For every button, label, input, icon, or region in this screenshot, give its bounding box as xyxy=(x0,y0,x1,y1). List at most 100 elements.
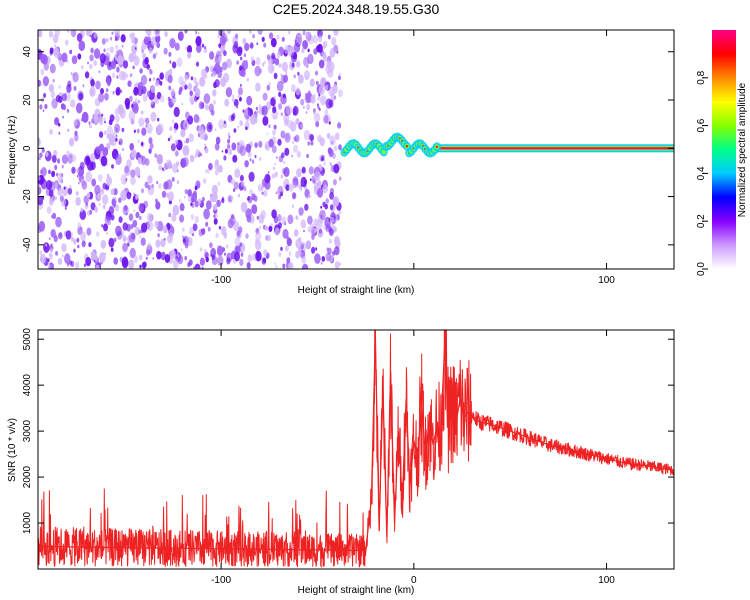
spectrogram-noise-blob xyxy=(281,216,287,225)
spectrogram-noise-blob xyxy=(329,135,336,146)
spectrogram-noise-blob xyxy=(161,167,164,171)
spectrogram-noise-blob xyxy=(140,74,148,86)
spectrogram-noise-blob xyxy=(284,44,290,54)
spectrogram-noise-blob xyxy=(152,257,155,260)
spectrogram-noise-blob xyxy=(294,39,297,44)
spectrogram-noise-blob xyxy=(233,128,237,133)
spectrogram-noise-blob xyxy=(77,166,85,177)
spectrogram-noise-blob xyxy=(176,161,180,167)
spectrogram-noise-blob xyxy=(106,162,109,166)
spectrogram-noise-blob xyxy=(42,76,50,87)
spectrogram-noise-blob xyxy=(272,106,277,114)
snr-y-label: SNR (10 * v/v) xyxy=(7,418,18,482)
spectrogram-noise-blob xyxy=(259,225,261,229)
spectrogram-noise-blob xyxy=(271,52,276,60)
spectrogram-noise-blob xyxy=(141,127,147,136)
spectrogram-noise-blob xyxy=(109,137,114,145)
spectrogram-noise-blob xyxy=(118,141,121,145)
spectrogram-noise-blob xyxy=(80,207,84,213)
spectrogram-noise-blob xyxy=(217,255,224,266)
spectrogram-noise-blob xyxy=(104,215,110,223)
spectrogram-noise-blob xyxy=(76,174,79,178)
spectrogram-noise-blob xyxy=(297,71,300,76)
spectrogram-noise-blob xyxy=(302,105,305,110)
spectrogram-noise-blob xyxy=(189,154,195,163)
spectrogram-noise-blob xyxy=(110,247,114,252)
spectrogram-noise-blob xyxy=(280,152,285,159)
spectrogram-noise-blob xyxy=(85,171,93,183)
spectrogram-noise-blob xyxy=(304,203,309,211)
spectrogram-noise-blob xyxy=(333,30,339,36)
spectrogram-noise-blob xyxy=(261,191,264,195)
spectrogram-noise-blob xyxy=(98,92,105,103)
spectrogram-noise-blob xyxy=(261,105,268,116)
spectrogram-noise-blob xyxy=(215,136,221,145)
spectrogram-noise-blob xyxy=(159,95,165,103)
spectrogram-noise-blob xyxy=(266,54,271,60)
spectrogram-noise-blob xyxy=(276,156,278,159)
spectrogram-noise-blob xyxy=(231,142,237,151)
spectrogram-noise-blob xyxy=(160,238,166,248)
spectrogram-noise-blob xyxy=(263,60,266,65)
spectrogram-noise-blob xyxy=(187,262,191,268)
spectrogram-noise-blob xyxy=(93,32,98,39)
spectrogram-noise-blob xyxy=(169,223,173,228)
spectrogram-noise-blob xyxy=(164,254,171,263)
spectrogram-noise-blob xyxy=(305,111,308,114)
spectrogram-noise-blob xyxy=(121,44,124,48)
spectrogram-noise-blob xyxy=(321,256,326,262)
spectrogram-noise-blob xyxy=(182,227,185,232)
spectrogram-noise-blob xyxy=(152,53,157,59)
spectrogram-noise-blob xyxy=(245,233,249,239)
spectrogram-noise-blob xyxy=(108,237,115,248)
spectrogram-noise-blob xyxy=(329,47,336,58)
spectrogram-noise-blob xyxy=(89,124,92,129)
spectrogram-noise-blob xyxy=(328,99,334,108)
spectrogram-noise-blob xyxy=(306,197,309,200)
spectrogram-noise-blob xyxy=(293,144,299,153)
signal-blob-peak xyxy=(405,145,409,148)
spectrogram-noise-blob xyxy=(61,52,68,63)
spectrogram-noise-blob xyxy=(223,50,227,57)
spectrogram-noise-blob xyxy=(190,76,194,81)
spectrogram-noise-blob xyxy=(215,79,220,87)
spectrogram-noise-blob xyxy=(122,242,128,253)
spectrogram-noise-blob xyxy=(283,167,290,177)
spectrogram-noise-blob xyxy=(198,125,204,135)
spectrogram-noise-blob xyxy=(278,63,282,68)
spectrogram-noise-blob xyxy=(334,95,337,100)
spectrogram-noise-blob xyxy=(227,132,230,136)
spectrogram-noise-blob xyxy=(185,137,190,144)
spectrogram-noise-blob xyxy=(120,89,123,93)
spectrogram-noise-blob xyxy=(179,198,182,203)
spectrogram-noise-blob xyxy=(212,89,217,97)
spectrogram-noise-blob xyxy=(300,75,304,81)
colorbar-tick-label: 0.6 xyxy=(696,118,707,132)
spectrogram-noise-blob xyxy=(235,33,239,39)
spectrogram-noise-blob xyxy=(295,250,300,259)
spectrogram-y-tick-label: 20 xyxy=(22,94,33,106)
spectrogram-noise-blob xyxy=(54,164,58,170)
spectrogram-noise-blob xyxy=(329,204,334,211)
spectrogram-noise-blob xyxy=(214,169,219,176)
spectrogram-noise-blob xyxy=(295,87,301,96)
spectrogram-noise-blob xyxy=(70,30,77,38)
spectrogram-noise-blob xyxy=(65,39,69,46)
spectrogram-noise-blob xyxy=(70,260,75,268)
spectrogram-noise-blob xyxy=(71,166,76,174)
spectrogram-noise-blob xyxy=(303,229,305,233)
spectrogram-noise-blob xyxy=(309,178,312,182)
spectrogram-noise-blob xyxy=(273,72,278,80)
spectrogram-noise-blob xyxy=(38,176,41,181)
spectrogram-noise-blob xyxy=(230,195,233,201)
spectrogram-noise-blob xyxy=(168,212,172,218)
spectrogram-noise-blob xyxy=(81,240,86,248)
spectrogram-noise-blob xyxy=(168,232,174,240)
spectrogram-noise-blob xyxy=(129,143,134,151)
spectrogram-noise-blob xyxy=(330,216,335,224)
spectrogram-noise-blob xyxy=(118,216,123,224)
spectrogram-noise-blob xyxy=(152,77,156,81)
spectrogram-noise-blob xyxy=(330,93,336,102)
spectrogram-signal-band xyxy=(340,132,674,158)
spectrogram-noise-blob xyxy=(66,262,70,267)
